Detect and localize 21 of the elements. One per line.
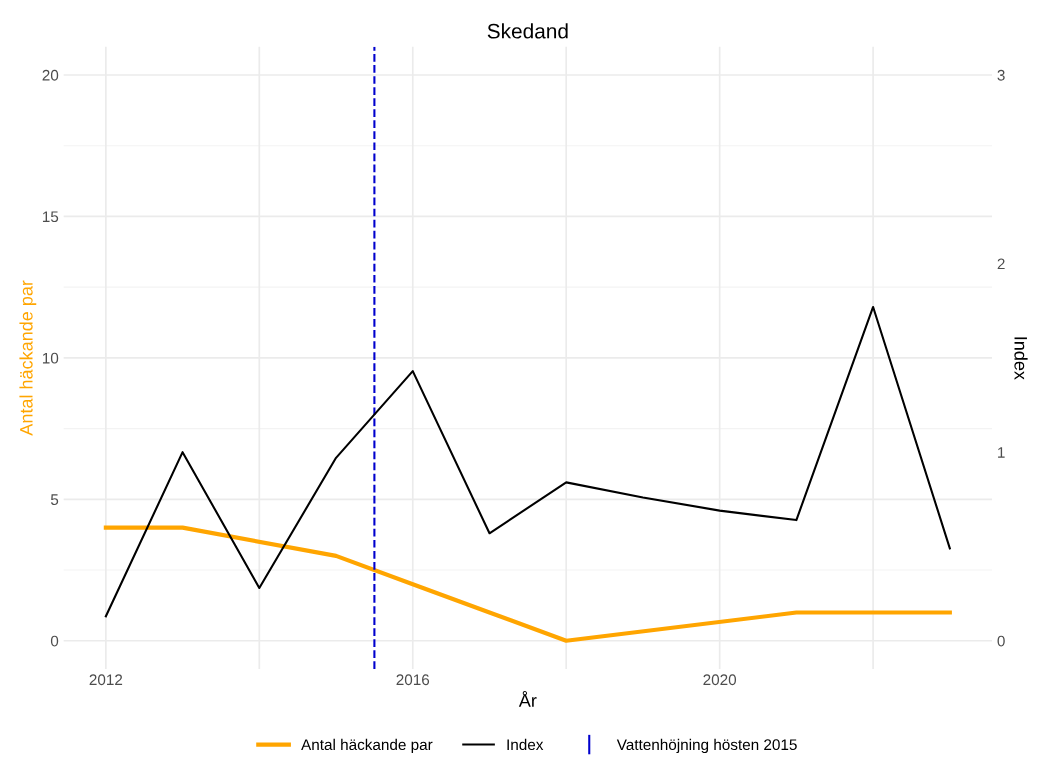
- y-tick-label: 15: [42, 211, 59, 223]
- x-tick-label: 2016: [396, 674, 430, 686]
- x-tick-label: 2012: [89, 674, 123, 686]
- y-axis-title: Antal häckande par: [19, 280, 37, 436]
- legend-label: Vattenhöjning hösten 2015: [616, 738, 797, 754]
- legend-label: Antal häckande par: [301, 738, 433, 754]
- y-tick-label: 20: [42, 69, 59, 81]
- y2-tick-label: 2: [997, 258, 1005, 270]
- y-tick-label: 5: [50, 494, 59, 506]
- legend-label: Index: [507, 738, 544, 751]
- chart-title: Skedand: [487, 23, 568, 39]
- y2-tick-label: 0: [997, 635, 1005, 647]
- x-tick-label: 2020: [703, 674, 737, 686]
- line-series: [104, 305, 951, 618]
- y2-axis-title: Index: [1014, 337, 1028, 380]
- x-axis-title: År: [518, 691, 537, 707]
- line-series: [103, 525, 952, 643]
- y2-tick-label: 1: [998, 447, 1005, 458]
- y2-tick-label: 3: [997, 69, 1005, 81]
- y-tick-label: 10: [42, 352, 59, 364]
- y-tick-label: 0: [50, 635, 59, 647]
